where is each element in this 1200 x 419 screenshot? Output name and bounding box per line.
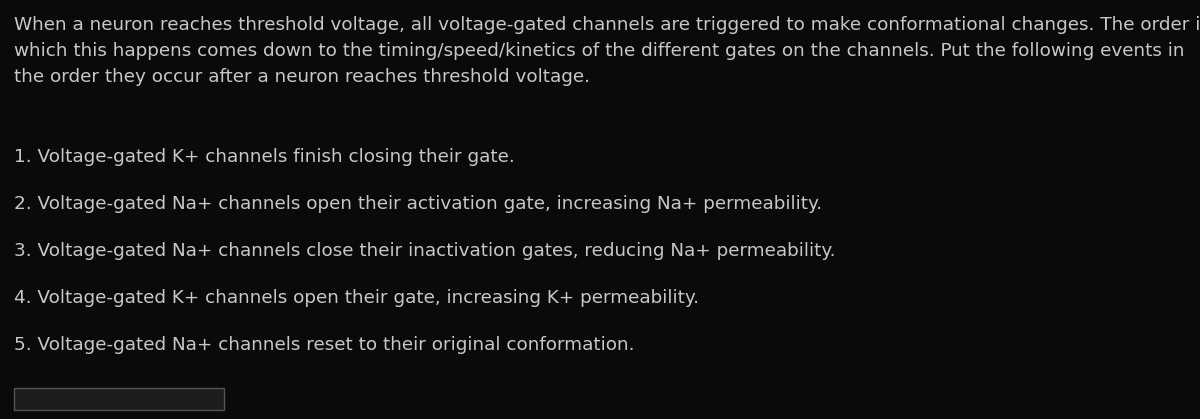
Text: When a neuron reaches threshold voltage, all voltage-gated channels are triggere: When a neuron reaches threshold voltage,… [14, 16, 1200, 34]
Text: which this happens comes down to the timing/speed/kinetics of the different gate: which this happens comes down to the tim… [14, 42, 1184, 60]
Text: 2. Voltage-gated Na+ channels open their activation gate, increasing Na+ permeab: 2. Voltage-gated Na+ channels open their… [14, 195, 822, 213]
Text: 3. Voltage-gated Na+ channels close their inactivation gates, reducing Na+ perme: 3. Voltage-gated Na+ channels close thei… [14, 242, 835, 260]
Bar [14, 388, 224, 410]
Text: 5. Voltage-gated Na+ channels reset to their original conformation.: 5. Voltage-gated Na+ channels reset to t… [14, 336, 635, 354]
Text: the order they occur after a neuron reaches threshold voltage.: the order they occur after a neuron reac… [14, 68, 590, 86]
Text: 1. Voltage-gated K+ channels finish closing their gate.: 1. Voltage-gated K+ channels finish clos… [14, 148, 515, 166]
Text: 4. Voltage-gated K+ channels open their gate, increasing K+ permeability.: 4. Voltage-gated K+ channels open their … [14, 289, 698, 307]
